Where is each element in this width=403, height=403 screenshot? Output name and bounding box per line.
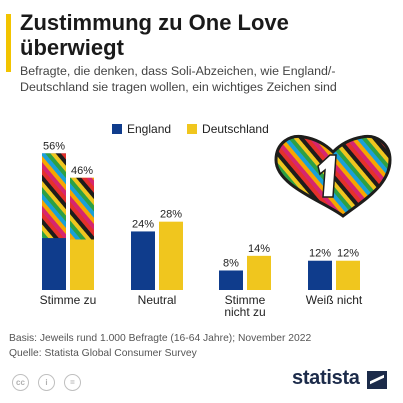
data-label-england-0: 56% <box>43 140 65 152</box>
rainbow-stripes-deutschland <box>70 177 94 240</box>
category-label-0: Stimme zu <box>40 293 97 307</box>
data-label-deutschland-3: 12% <box>337 248 359 260</box>
source-origin: Quelle: Statista Global Consumer Survey <box>9 348 197 359</box>
chart-subtitle: Befragte, die denken, dass Soli-Abzeiche… <box>20 64 337 94</box>
bar-chart: 56% 46% Stimme zu 24% 28% Neutral 8% 14% Stimme n… <box>40 134 392 319</box>
source-note: Basis: Jeweils rund 1.000 Befragte (16-6… <box>9 331 311 361</box>
equals-icon[interactable]: = <box>64 374 81 391</box>
category-label-1: Neutral <box>138 293 177 307</box>
category-label-2: Stimme nicht zu <box>224 293 265 319</box>
bar-deutschland-1 <box>159 221 183 290</box>
source-basis: Basis: Jeweils rund 1.000 Befragte (16-6… <box>9 333 312 344</box>
data-label-england-1: 24% <box>132 218 154 230</box>
bar-deutschland-2 <box>247 255 271 290</box>
accent-bar <box>6 14 11 72</box>
data-label-england-2: 8% <box>223 257 239 269</box>
legend-label-deutschland: Deutschland <box>202 122 269 136</box>
bar-england-3 <box>308 260 332 290</box>
data-label-deutschland-2: 14% <box>248 243 270 255</box>
legend-label-england: England <box>127 122 172 136</box>
legend-item-england: England <box>112 122 171 136</box>
creative-commons-icon[interactable]: cc <box>12 374 29 391</box>
chart-title: Zustimmung zu One Love überwiegt <box>20 10 289 60</box>
legend-item-deutschland: Deutschland <box>187 122 269 136</box>
legend: England Deutschland <box>112 122 285 136</box>
data-label-england-3: 12% <box>309 248 331 260</box>
rainbow-stripes-england <box>42 153 66 239</box>
legend-swatch-england <box>112 124 122 134</box>
data-label-deutschland-1: 28% <box>160 209 182 221</box>
statista-logo-icon <box>367 371 387 389</box>
bar-england-2 <box>219 270 243 290</box>
legend-swatch-deutschland <box>187 124 198 134</box>
category-label-3: Weiß nicht <box>306 293 363 307</box>
bar-england-1 <box>131 231 155 290</box>
bar-deutschland-3 <box>336 260 360 290</box>
attribution-icon[interactable]: i <box>38 374 55 391</box>
one-love-heart-icon <box>274 134 392 218</box>
data-label-deutschland-0: 46% <box>71 165 93 177</box>
brand-logo[interactable]: statista <box>292 367 360 389</box>
